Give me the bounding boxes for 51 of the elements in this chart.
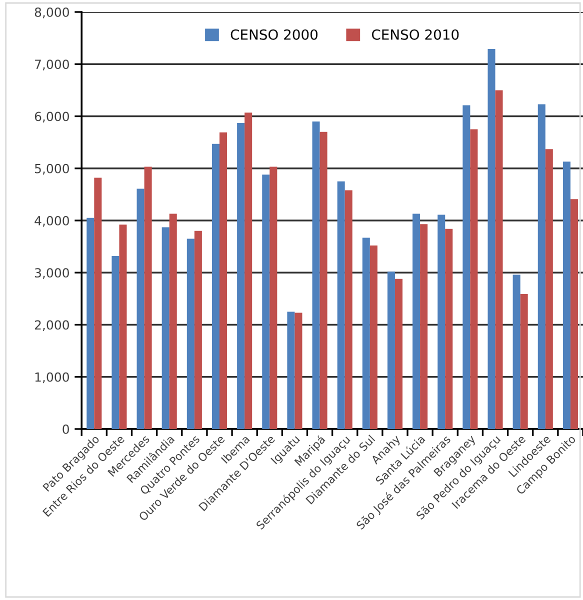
- y-tick-label: 4,000: [34, 216, 69, 227]
- bar: [136, 188, 144, 429]
- bar: [169, 214, 177, 429]
- bar: [194, 230, 202, 429]
- bar: [362, 238, 370, 429]
- bar: [344, 190, 352, 429]
- y-tick-label: 1,000: [35, 372, 69, 384]
- bar: [438, 214, 446, 429]
- bar: [212, 144, 220, 429]
- bar: [94, 178, 102, 429]
- bar: [470, 129, 478, 429]
- y-tick-label: 6,000: [34, 112, 69, 122]
- bar: [262, 174, 270, 429]
- bar: [538, 104, 546, 429]
- bar: [112, 256, 120, 429]
- bar: [495, 90, 503, 429]
- bar: [420, 224, 428, 429]
- bar: [119, 224, 127, 429]
- bar: [320, 132, 328, 429]
- bar: [445, 228, 453, 429]
- bar: [394, 278, 403, 429]
- bar: [294, 312, 302, 429]
- y-tick-label: 2,000: [34, 320, 69, 331]
- bar: [312, 121, 320, 429]
- bar: [220, 132, 228, 429]
- bar: [562, 162, 570, 429]
- bar: [520, 294, 528, 429]
- bar: [370, 246, 378, 429]
- y-tick-label: 3,000: [34, 268, 69, 279]
- y-tick-label: 0: [62, 424, 69, 434]
- bar: [462, 105, 470, 429]
- legend-label: CENSO 2000: [230, 29, 318, 40]
- bar: [488, 49, 496, 429]
- bar: [387, 272, 395, 429]
- bar: [244, 112, 252, 429]
- bar: [162, 227, 170, 429]
- bar: [270, 166, 278, 429]
- bar: [237, 123, 245, 429]
- bar: [512, 274, 520, 429]
- y-tick-label: 5,000: [34, 164, 69, 175]
- y-tick-label: 8,000: [34, 7, 69, 18]
- bar: [186, 238, 194, 429]
- bar: [337, 181, 345, 429]
- bar: [86, 218, 94, 429]
- y-tick-label: 7,000: [35, 60, 69, 70]
- legend-label: CENSO 2010: [372, 29, 459, 40]
- bar: [570, 199, 578, 429]
- bar: [287, 312, 295, 429]
- bar: [412, 214, 420, 429]
- bar: [545, 149, 553, 429]
- bar: [144, 166, 152, 429]
